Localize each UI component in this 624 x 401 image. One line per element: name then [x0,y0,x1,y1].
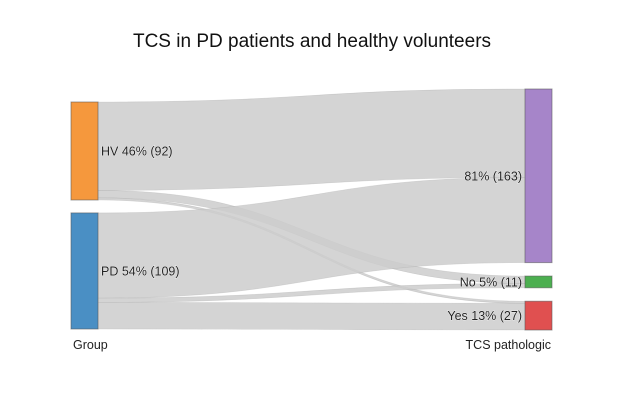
links-layer [97,88,526,331]
node-label-HV: HV 46% (92) [101,144,173,158]
node-HV[interactable] [70,101,99,201]
labels-layer: HV 46% (92) PD 54% (109) 81% (163) No 5% (1… [101,144,523,323]
node-label-Yes: Yes 13% (27) [447,309,522,323]
node-PD[interactable] [70,212,99,330]
nodes-layer [70,88,553,331]
link-HV-to-NA [97,88,526,191]
node-NA[interactable] [524,88,553,264]
node-No[interactable] [524,275,553,289]
node-Yes[interactable] [524,300,553,331]
column-label-group: Group [73,338,108,352]
column-label-tcs-pathologic: TCS pathologic [466,338,551,352]
chart-title: TCS in PD patients and healthy volunteer… [133,31,491,52]
node-label-NA: 81% (163) [464,169,522,183]
node-label-No: No 5% (11) [460,275,522,289]
node-label-PD: PD 54% (109) [101,264,180,278]
